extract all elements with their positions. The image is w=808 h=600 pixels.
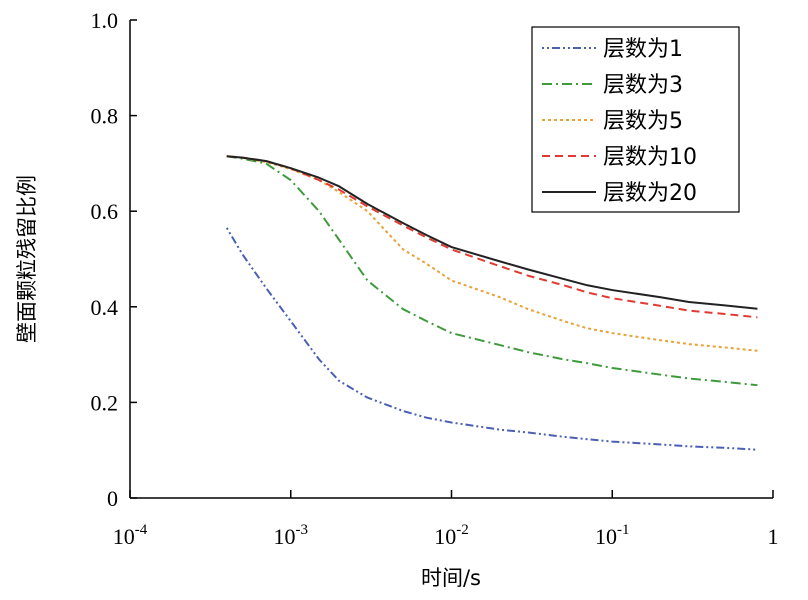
y-tick-label: 0.6	[91, 199, 119, 224]
y-tick-label: 0.8	[91, 104, 119, 129]
y-tick-label: 0.2	[91, 390, 119, 415]
x-tick-label: 1	[768, 524, 779, 549]
legend-label-1: 层数为1	[603, 37, 683, 62]
x-tick-exponent: -2	[456, 522, 469, 538]
y-tick-label: 0.4	[91, 295, 119, 320]
series-line-5	[226, 155, 758, 310]
series-line-1	[225, 227, 758, 451]
y-tick-label: 0	[107, 486, 118, 511]
y-tick-label: 1.0	[91, 8, 119, 33]
series-line-2	[226, 155, 758, 387]
x-tick-exponent: -1	[617, 522, 630, 538]
x-tick-label: 10-1	[595, 522, 630, 549]
series-line-3	[226, 155, 758, 352]
x-axis-label: 时间/s	[421, 566, 481, 590]
y-axis: 0 0.2 0.4 0.6 0.8 1.0	[91, 8, 137, 511]
legend-label-4: 层数为10	[603, 145, 697, 170]
x-tick-label: 10-4	[113, 522, 148, 549]
x-tick-label: 10-2	[434, 522, 469, 549]
x-tick-exponent: -3	[296, 522, 309, 538]
y-axis-label: 壁面颗粒残留比例	[15, 175, 39, 343]
x-tick-base: 10	[274, 524, 296, 549]
x-tick-exponent: -4	[135, 522, 148, 538]
x-tick-label: 10-3	[274, 522, 309, 549]
legend-label-3: 层数为5	[603, 109, 683, 134]
x-tick-base: 10	[113, 524, 135, 549]
x-axis: 10-4 10-3 10-2 10-1 1	[113, 490, 779, 549]
x-tick-base: 1	[768, 524, 779, 549]
plot-area	[225, 155, 758, 451]
x-tick-base: 10	[434, 524, 456, 549]
x-tick-base: 10	[595, 524, 617, 549]
legend-label-5: 层数为20	[603, 181, 697, 206]
legend-label-2: 层数为3	[603, 73, 683, 98]
legend: 层数为1 层数为3 层数为5 层数为10 层数为20	[531, 26, 740, 213]
